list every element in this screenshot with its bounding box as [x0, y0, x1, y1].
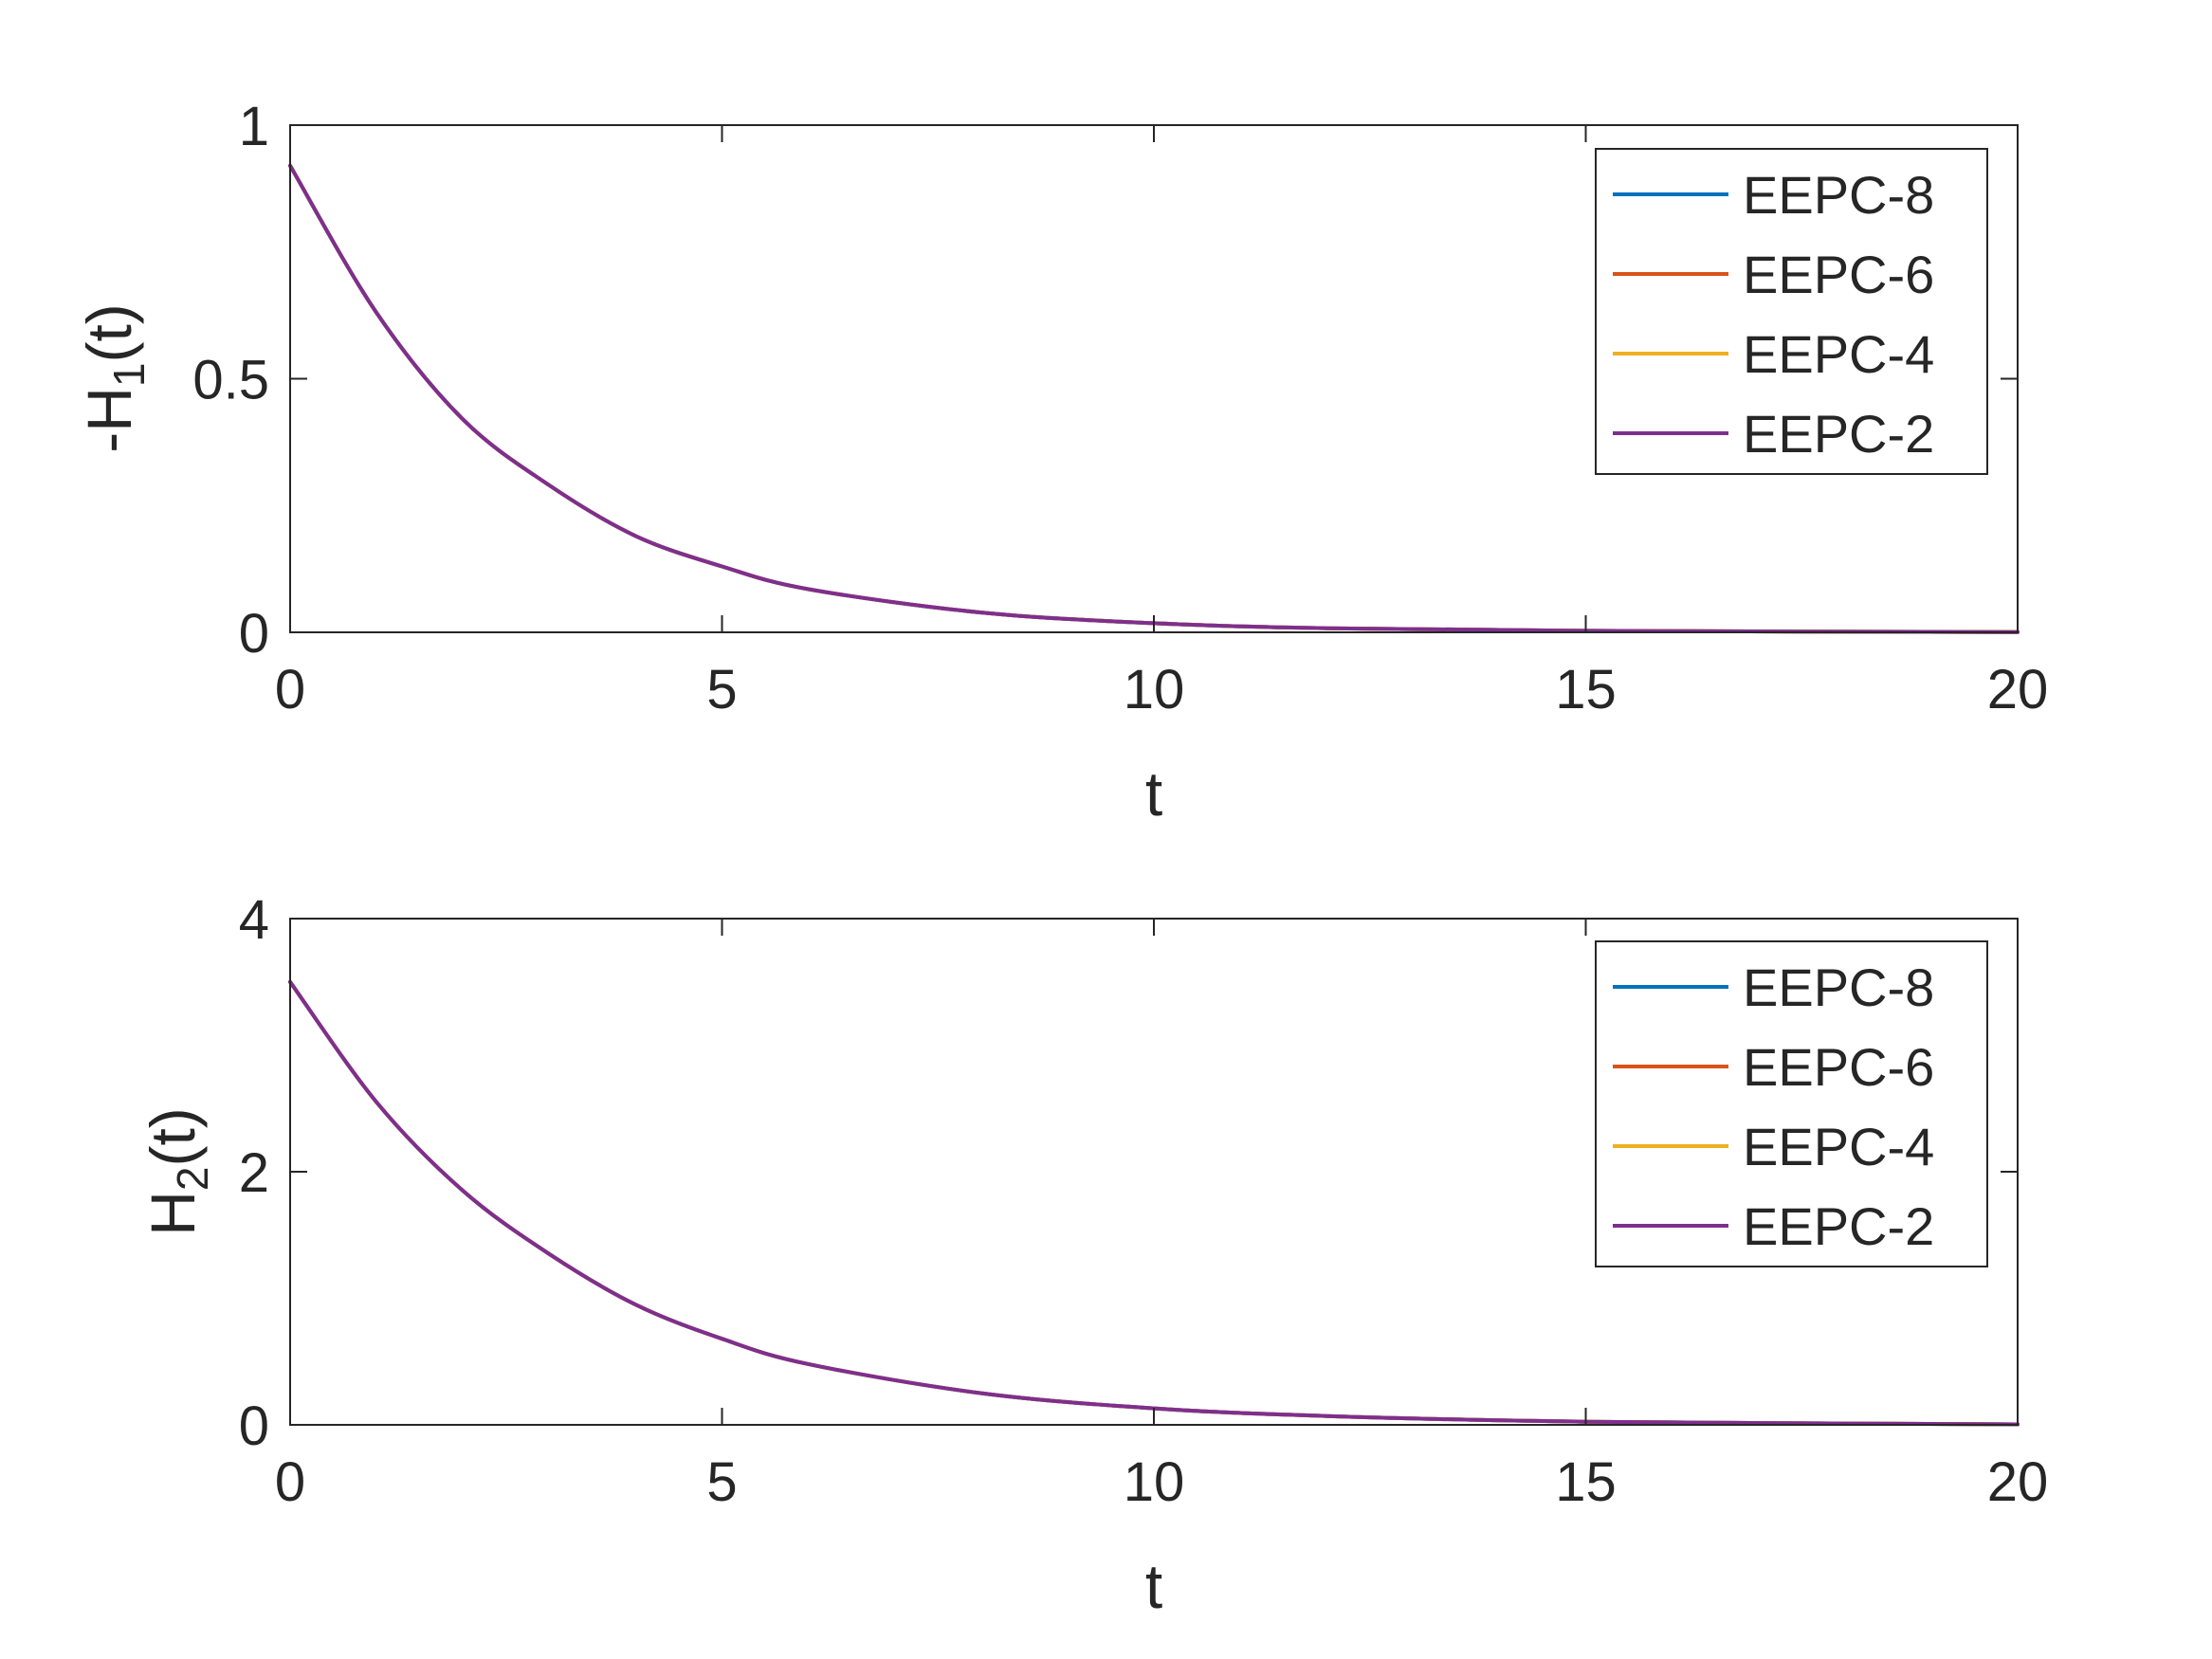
bottom-x-tick-label: 5	[706, 1451, 737, 1513]
bottom-x-tick-label: 15	[1555, 1451, 1617, 1513]
bottom-y-tick-label: 4	[239, 889, 269, 951]
top-x-axis-label: t	[1145, 758, 1162, 829]
top-legend-label-eepc-4: EEPC-4	[1743, 324, 1934, 384]
bottom-x-tick-label: 0	[275, 1451, 305, 1513]
bottom-y-tick-label: 0	[239, 1395, 269, 1457]
top-y-tick-label: 0	[239, 603, 269, 665]
top-y-tick-label: 0.5	[192, 350, 269, 411]
top-x-tick-label: 5	[706, 659, 737, 720]
top-x-tick-label: 10	[1124, 659, 1185, 720]
top-legend-label-eepc-2: EEPC-2	[1743, 404, 1934, 464]
bottom-ticks-group: 0 5 10 15 20 0 2 4	[239, 889, 2049, 1513]
bottom-series-line-eepc-2	[288, 979, 2020, 1427]
bottom-y-tick-label: 2	[239, 1142, 269, 1204]
top-legend-label-eepc-6: EEPC-6	[1743, 245, 1934, 304]
bottom-legend-label-eepc-4: EEPC-4	[1743, 1117, 1934, 1176]
bottom-x-axis-label: t	[1145, 1551, 1162, 1621]
bottom-legend: EEPC-8 EEPC-6 EEPC-4 EEPC-2	[1595, 940, 1988, 1267]
top-legend-box	[1595, 148, 1988, 475]
bottom-legend-box	[1595, 940, 1988, 1267]
bottom-legend-label-eepc-6: EEPC-6	[1743, 1037, 1934, 1097]
top-x-tick-label: 0	[275, 659, 305, 720]
top-legend: EEPC-8 EEPC-6 EEPC-4 EEPC-2	[1595, 148, 1988, 475]
top-y-tick-label: 1	[239, 96, 269, 157]
bottom-legend-label-eepc-2: EEPC-2	[1743, 1196, 1934, 1256]
top-legend-label-eepc-8: EEPC-8	[1743, 165, 1934, 225]
bottom-series-group	[288, 979, 2020, 1427]
top-series-line-eepc-2	[288, 163, 2020, 634]
bottom-x-tick-label: 10	[1124, 1451, 1185, 1513]
top-x-tick-label: 20	[1987, 659, 2049, 720]
bottom-legend-label-eepc-8: EEPC-8	[1743, 957, 1934, 1017]
top-x-tick-label: 15	[1555, 659, 1617, 720]
top-ticks-group: 0 5 10 15 20 0 0.5 1	[192, 96, 2048, 720]
bottom-x-tick-label: 20	[1987, 1451, 2049, 1513]
top-series-group	[288, 163, 2020, 634]
